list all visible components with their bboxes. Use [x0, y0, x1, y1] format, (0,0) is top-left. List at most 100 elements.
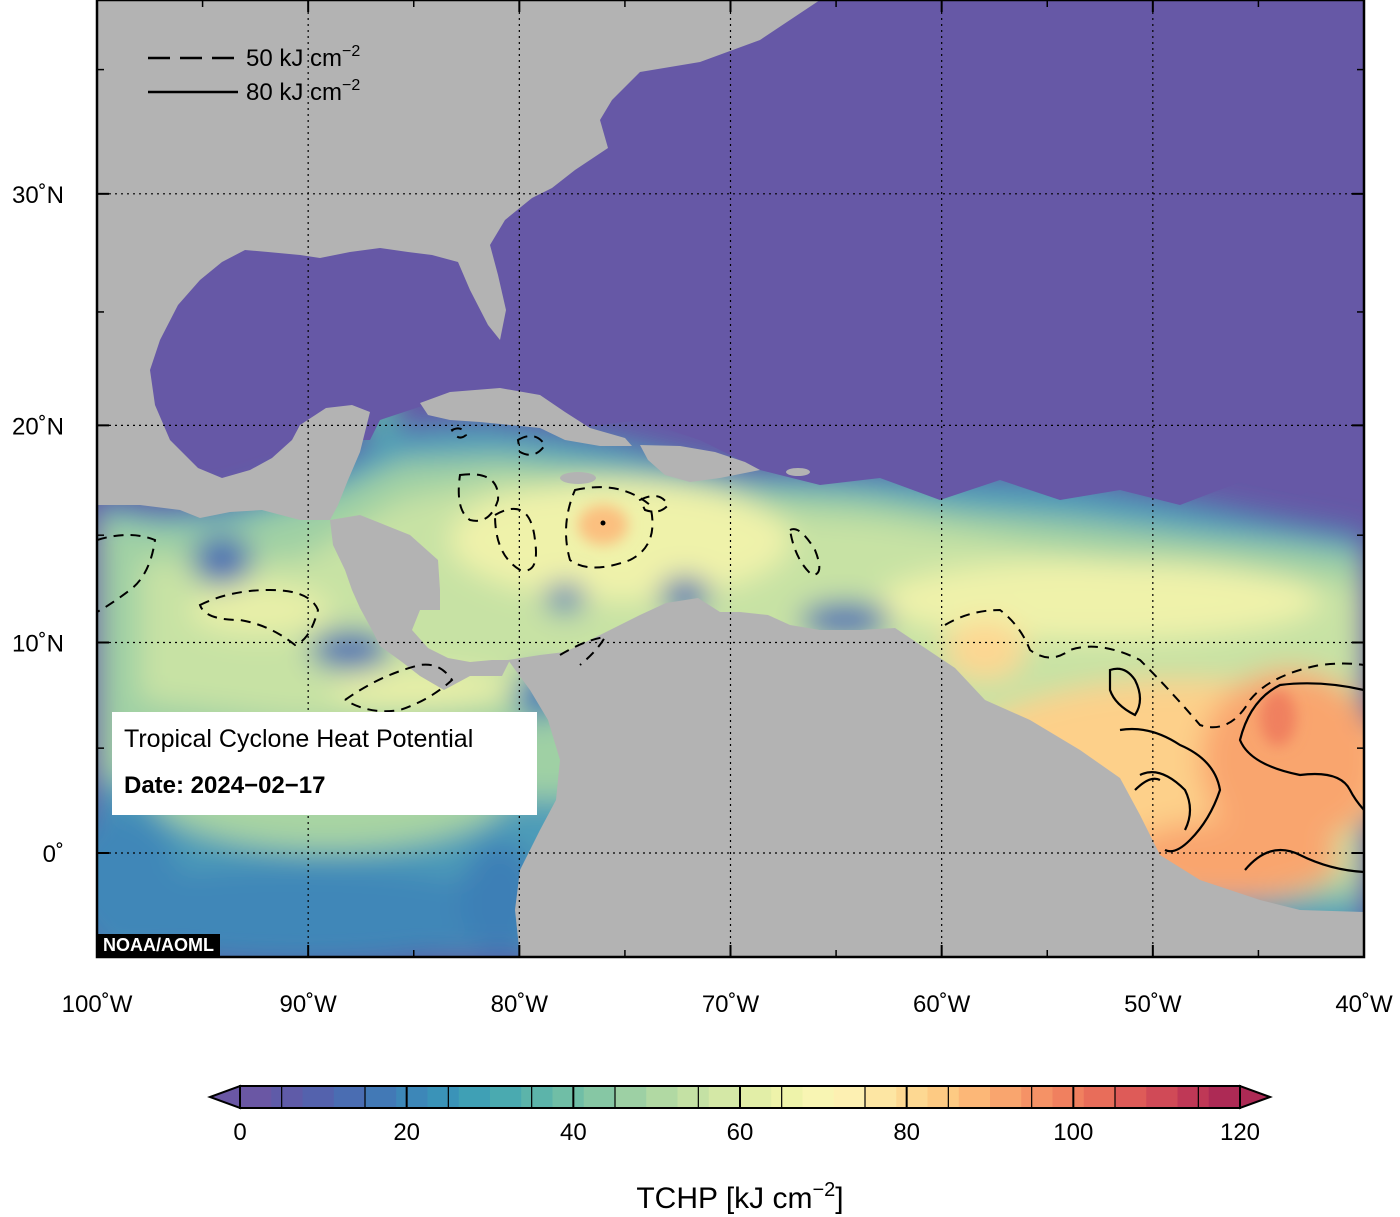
tchp-blue-cell-3 — [800, 602, 890, 638]
colorbar-swatch — [240, 1086, 272, 1108]
land-jamaica — [560, 472, 596, 484]
credit-label: NOAA/AOML — [97, 934, 220, 957]
tchp-blue-cell-1 — [192, 535, 252, 585]
contours-80 — [1108, 667, 1364, 874]
colorbar-swatch — [1146, 1086, 1178, 1108]
colorbar-swatch — [677, 1086, 710, 1108]
colorbar-title: TCHP [kJ cm−2] — [636, 1179, 843, 1215]
colorbar-swatch — [302, 1086, 335, 1108]
land-north-america — [97, 0, 820, 520]
colorbar-swatch — [365, 1086, 397, 1108]
colorbar-tick-label: 0 — [233, 1119, 246, 1146]
colorbar-tick-label: 120 — [1220, 1119, 1260, 1146]
tchp-peach-north-brazil — [945, 620, 1025, 680]
colorbar-swatch — [458, 1086, 491, 1108]
axis-tick-labels: 100˚W 90˚W 80˚W 70˚W 60˚W 50˚W 40˚W 0˚ 10˚N 20˚N 3… — [12, 182, 1393, 1018]
tchp-blue-cell-5 — [545, 583, 585, 613]
colorbar-swatch — [1208, 1086, 1241, 1108]
lat-tick-label: 10˚N — [12, 630, 64, 657]
info-title: Tropical Cyclone Heat Potential — [124, 725, 474, 753]
contour-80-inner-2 — [1139, 771, 1192, 831]
colorbar-tick-label: 60 — [727, 1119, 754, 1146]
colorbar-swatch — [615, 1086, 647, 1108]
colorbar-tick-label: 80 — [893, 1119, 920, 1146]
colorbar-tick-label: 100 — [1053, 1119, 1093, 1146]
land-puerto-rico — [786, 468, 810, 476]
lon-tick-label: 80˚W — [491, 991, 549, 1018]
legend-dashed-label: 50 kJ cm−2 — [246, 43, 360, 72]
colorbar-swatch — [1083, 1086, 1116, 1108]
contour-50-colombia — [559, 635, 607, 666]
colorbar-swatch — [1115, 1086, 1147, 1108]
colorbar-swatch — [646, 1086, 678, 1108]
land — [97, 0, 1364, 957]
colorbar-swatch — [771, 1086, 803, 1108]
lat-tick-label: 0˚ — [43, 841, 64, 868]
colorbar-min-arrow — [207, 1084, 241, 1110]
lon-tick-label: 60˚W — [913, 991, 971, 1018]
colorbar-swatch — [552, 1086, 585, 1108]
contour-50-cuba-south — [457, 473, 500, 522]
colorbar-swatch — [958, 1086, 991, 1108]
tchp-orange-east — [1200, 670, 1364, 850]
land-cuba — [420, 388, 632, 446]
lat-tick-label: 30˚N — [12, 182, 64, 209]
lon-tick-label: 40˚W — [1335, 991, 1393, 1018]
colorbar-swatch — [708, 1086, 741, 1108]
colorbar-swatch — [333, 1086, 366, 1108]
tchp-blue-cell-2 — [310, 630, 390, 670]
tchp-yellow-wide — [450, 480, 790, 600]
contour-50-pacific-mid — [198, 588, 320, 647]
colorbar-swatch — [990, 1086, 1022, 1108]
peak-marker — [600, 520, 606, 526]
colorbar-swatch — [927, 1086, 960, 1108]
contours-50 — [97, 427, 1364, 729]
tchp-yellow-pacific — [330, 670, 510, 710]
contour-50-jamaica-south — [565, 486, 654, 569]
colorbar-swatch — [490, 1086, 522, 1108]
contour-80-east — [1238, 682, 1364, 811]
colorbar-swatch — [833, 1086, 866, 1108]
info-box: Tropical Cyclone Heat Potential Date: 20… — [112, 712, 537, 815]
colorbar-swatch — [1021, 1086, 1053, 1108]
contour-legend: 50 kJ cm−2 80 kJ cm−2 — [148, 43, 360, 106]
colorbar-swatch — [1052, 1086, 1085, 1108]
contour-50-cuba-north — [516, 435, 547, 456]
tchp-blue-pacific-west — [97, 810, 180, 950]
colorbar-tick-label: 40 — [560, 1119, 587, 1146]
tchp-yellow-west — [190, 585, 330, 635]
colorbar-swatch — [740, 1086, 772, 1108]
lon-tick-label: 50˚W — [1124, 991, 1182, 1018]
lat-tick-label: 20˚N — [12, 413, 64, 440]
contour-80-loop — [1108, 667, 1142, 717]
colorbar-max-arrow — [1239, 1084, 1273, 1110]
colorbar-tick-label: 20 — [393, 1119, 420, 1146]
contour-50-hispaniola-south — [638, 495, 670, 513]
colorbar-swatch — [271, 1086, 303, 1108]
colorbar-swatch — [802, 1086, 835, 1108]
lon-tick-label: 70˚W — [702, 991, 760, 1018]
axis-ticks — [96, 0, 1365, 957]
contour-80-coast — [1244, 848, 1364, 874]
legend-solid-label: 80 kJ cm−2 — [246, 77, 360, 106]
colorbar-tick-labels: 0 20 40 60 80 100 120 — [233, 1119, 1260, 1146]
lon-tick-label: 90˚W — [279, 991, 337, 1018]
land-hispaniola — [640, 445, 760, 482]
colorbar-swatch — [583, 1086, 616, 1108]
colorbar-swatch — [396, 1086, 428, 1108]
colorbar-swatch — [427, 1086, 460, 1108]
contour-50-isla — [450, 427, 468, 439]
contour-50-small-1 — [788, 528, 821, 577]
colorbar-swatch — [1177, 1086, 1210, 1108]
lon-tick-label: 100˚W — [62, 991, 133, 1018]
colorbar — [207, 1084, 1273, 1110]
contour-50-pacific-south — [344, 663, 454, 713]
contour-80-coast-2 — [1134, 777, 1161, 791]
graticule — [97, 0, 1364, 957]
map-area — [97, 0, 1364, 957]
info-date: Date: 2024−02−17 — [124, 772, 326, 799]
land-south-america — [508, 598, 1364, 957]
land-central-america — [330, 515, 510, 690]
colorbar-swatch — [896, 1086, 928, 1108]
